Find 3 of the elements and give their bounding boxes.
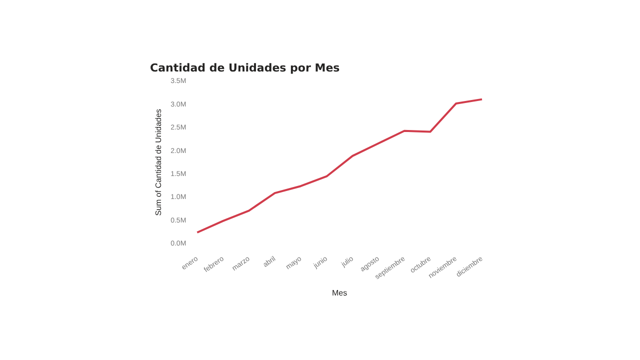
y-axis-title: Sum of Cantidad de Unidades [154,109,164,216]
x-axis-title: Mes [332,288,348,298]
chart-title: Cantidad de Unidades por Mes [150,61,340,74]
